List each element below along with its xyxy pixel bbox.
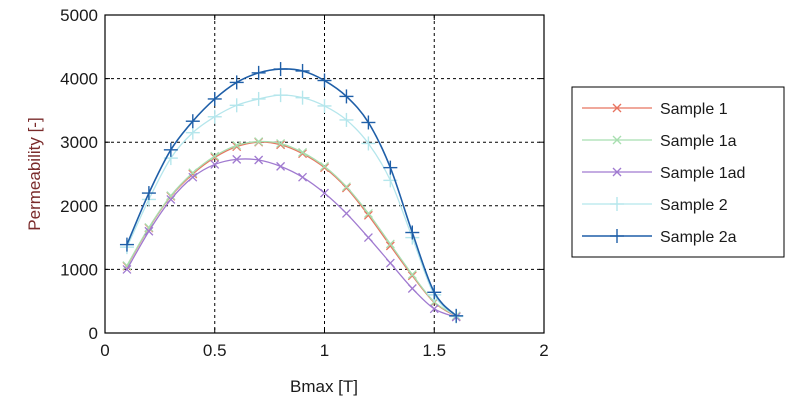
data-point-x-stroke <box>407 270 417 279</box>
data-point-x-stroke <box>298 149 308 159</box>
data-point-x-stroke <box>122 261 132 271</box>
legend-item: Sample 2a <box>582 229 737 246</box>
data-point-x-stroke <box>612 135 622 145</box>
data-point-x-stroke <box>210 160 220 169</box>
data-point-x-stroke <box>341 208 351 218</box>
data-point-x-stroke <box>298 147 308 157</box>
data-point-x-stroke <box>612 167 622 177</box>
data-point-x-stroke <box>254 155 264 165</box>
data-point-x-stroke <box>385 239 395 249</box>
data-point-x-stroke <box>232 140 242 150</box>
series-sample-1ad <box>122 154 461 322</box>
data-point-x-stroke <box>363 208 373 218</box>
data-point-x-stroke <box>298 172 308 182</box>
legend-label: Sample 1ad <box>660 165 745 182</box>
legend-label: Sample 1a <box>660 133 737 150</box>
x-tick-label: 1 <box>320 341 329 360</box>
legend-item: Sample 2 <box>582 197 728 214</box>
data-point-x-stroke <box>276 139 286 148</box>
series-line <box>126 158 457 318</box>
data-point-x-stroke <box>385 241 395 251</box>
data-point-x-stroke <box>144 222 154 232</box>
y-tick-label: 5000 <box>60 6 98 25</box>
y-tick-label: 1000 <box>60 260 98 279</box>
data-point-x-stroke <box>341 183 351 193</box>
data-point-x-stroke <box>363 233 373 243</box>
x-tick-label: 0 <box>100 341 109 360</box>
data-point-x-stroke <box>210 151 220 161</box>
data-point-x-stroke <box>429 304 439 314</box>
legend-item: Sample 1a <box>582 133 737 150</box>
data-point-x-stroke <box>363 210 373 220</box>
legend-item: Sample 1 <box>582 101 728 118</box>
legend-label: Sample 1 <box>660 101 728 118</box>
data-point-x-stroke <box>188 169 198 179</box>
data-point-x-stroke <box>166 191 176 201</box>
x-tick-label: 2 <box>539 341 548 360</box>
tick-labels: 0 0.5 1 1.5 2 0 1000 2000 3000 4000 5000 <box>60 6 549 360</box>
x-tick-label: 1.5 <box>422 341 446 360</box>
series-line <box>126 94 457 317</box>
data-point-x-stroke <box>122 264 132 274</box>
data-point-x-stroke <box>407 284 417 293</box>
data-point-x-stroke <box>320 188 329 198</box>
data-point-x-stroke <box>166 194 176 204</box>
legend-item: Sample 1ad <box>582 165 745 182</box>
data-point-x-stroke <box>188 172 198 182</box>
legend-label: Sample 2 <box>660 197 728 214</box>
y-tick-label: 4000 <box>60 70 98 89</box>
data-point-x-stroke <box>276 161 286 171</box>
data-point-x-stroke <box>612 103 622 113</box>
series-sample-1a <box>122 137 461 321</box>
legend-label: Sample 2a <box>660 229 737 246</box>
data-point-x-stroke <box>144 226 154 236</box>
series-line <box>126 68 457 317</box>
y-tick-label: 0 <box>89 324 98 343</box>
data-point-x-stroke <box>385 258 395 268</box>
series-sample-2a <box>119 62 464 323</box>
grid-lines <box>105 15 544 333</box>
series-layer <box>119 62 464 324</box>
data-point-x-stroke <box>320 163 329 173</box>
y-axis-label: Permeability [-] <box>25 117 44 230</box>
y-tick-label: 2000 <box>60 197 98 216</box>
data-point-x-stroke <box>407 271 417 281</box>
legend: Sample 1 Sample 1a Sample 1ad Sample 2 Sampl… <box>571 86 785 258</box>
x-tick-label: 0.5 <box>203 341 227 360</box>
data-point-x-stroke <box>320 161 329 171</box>
y-tick-label: 3000 <box>60 133 98 152</box>
series-line <box>126 140 457 317</box>
x-axis-label: Bmax [T] <box>290 377 358 396</box>
data-point-x-stroke <box>341 182 351 192</box>
data-point-x-stroke <box>232 154 242 164</box>
data-point-x-stroke <box>254 137 264 147</box>
data-point-x-stroke <box>276 140 286 150</box>
